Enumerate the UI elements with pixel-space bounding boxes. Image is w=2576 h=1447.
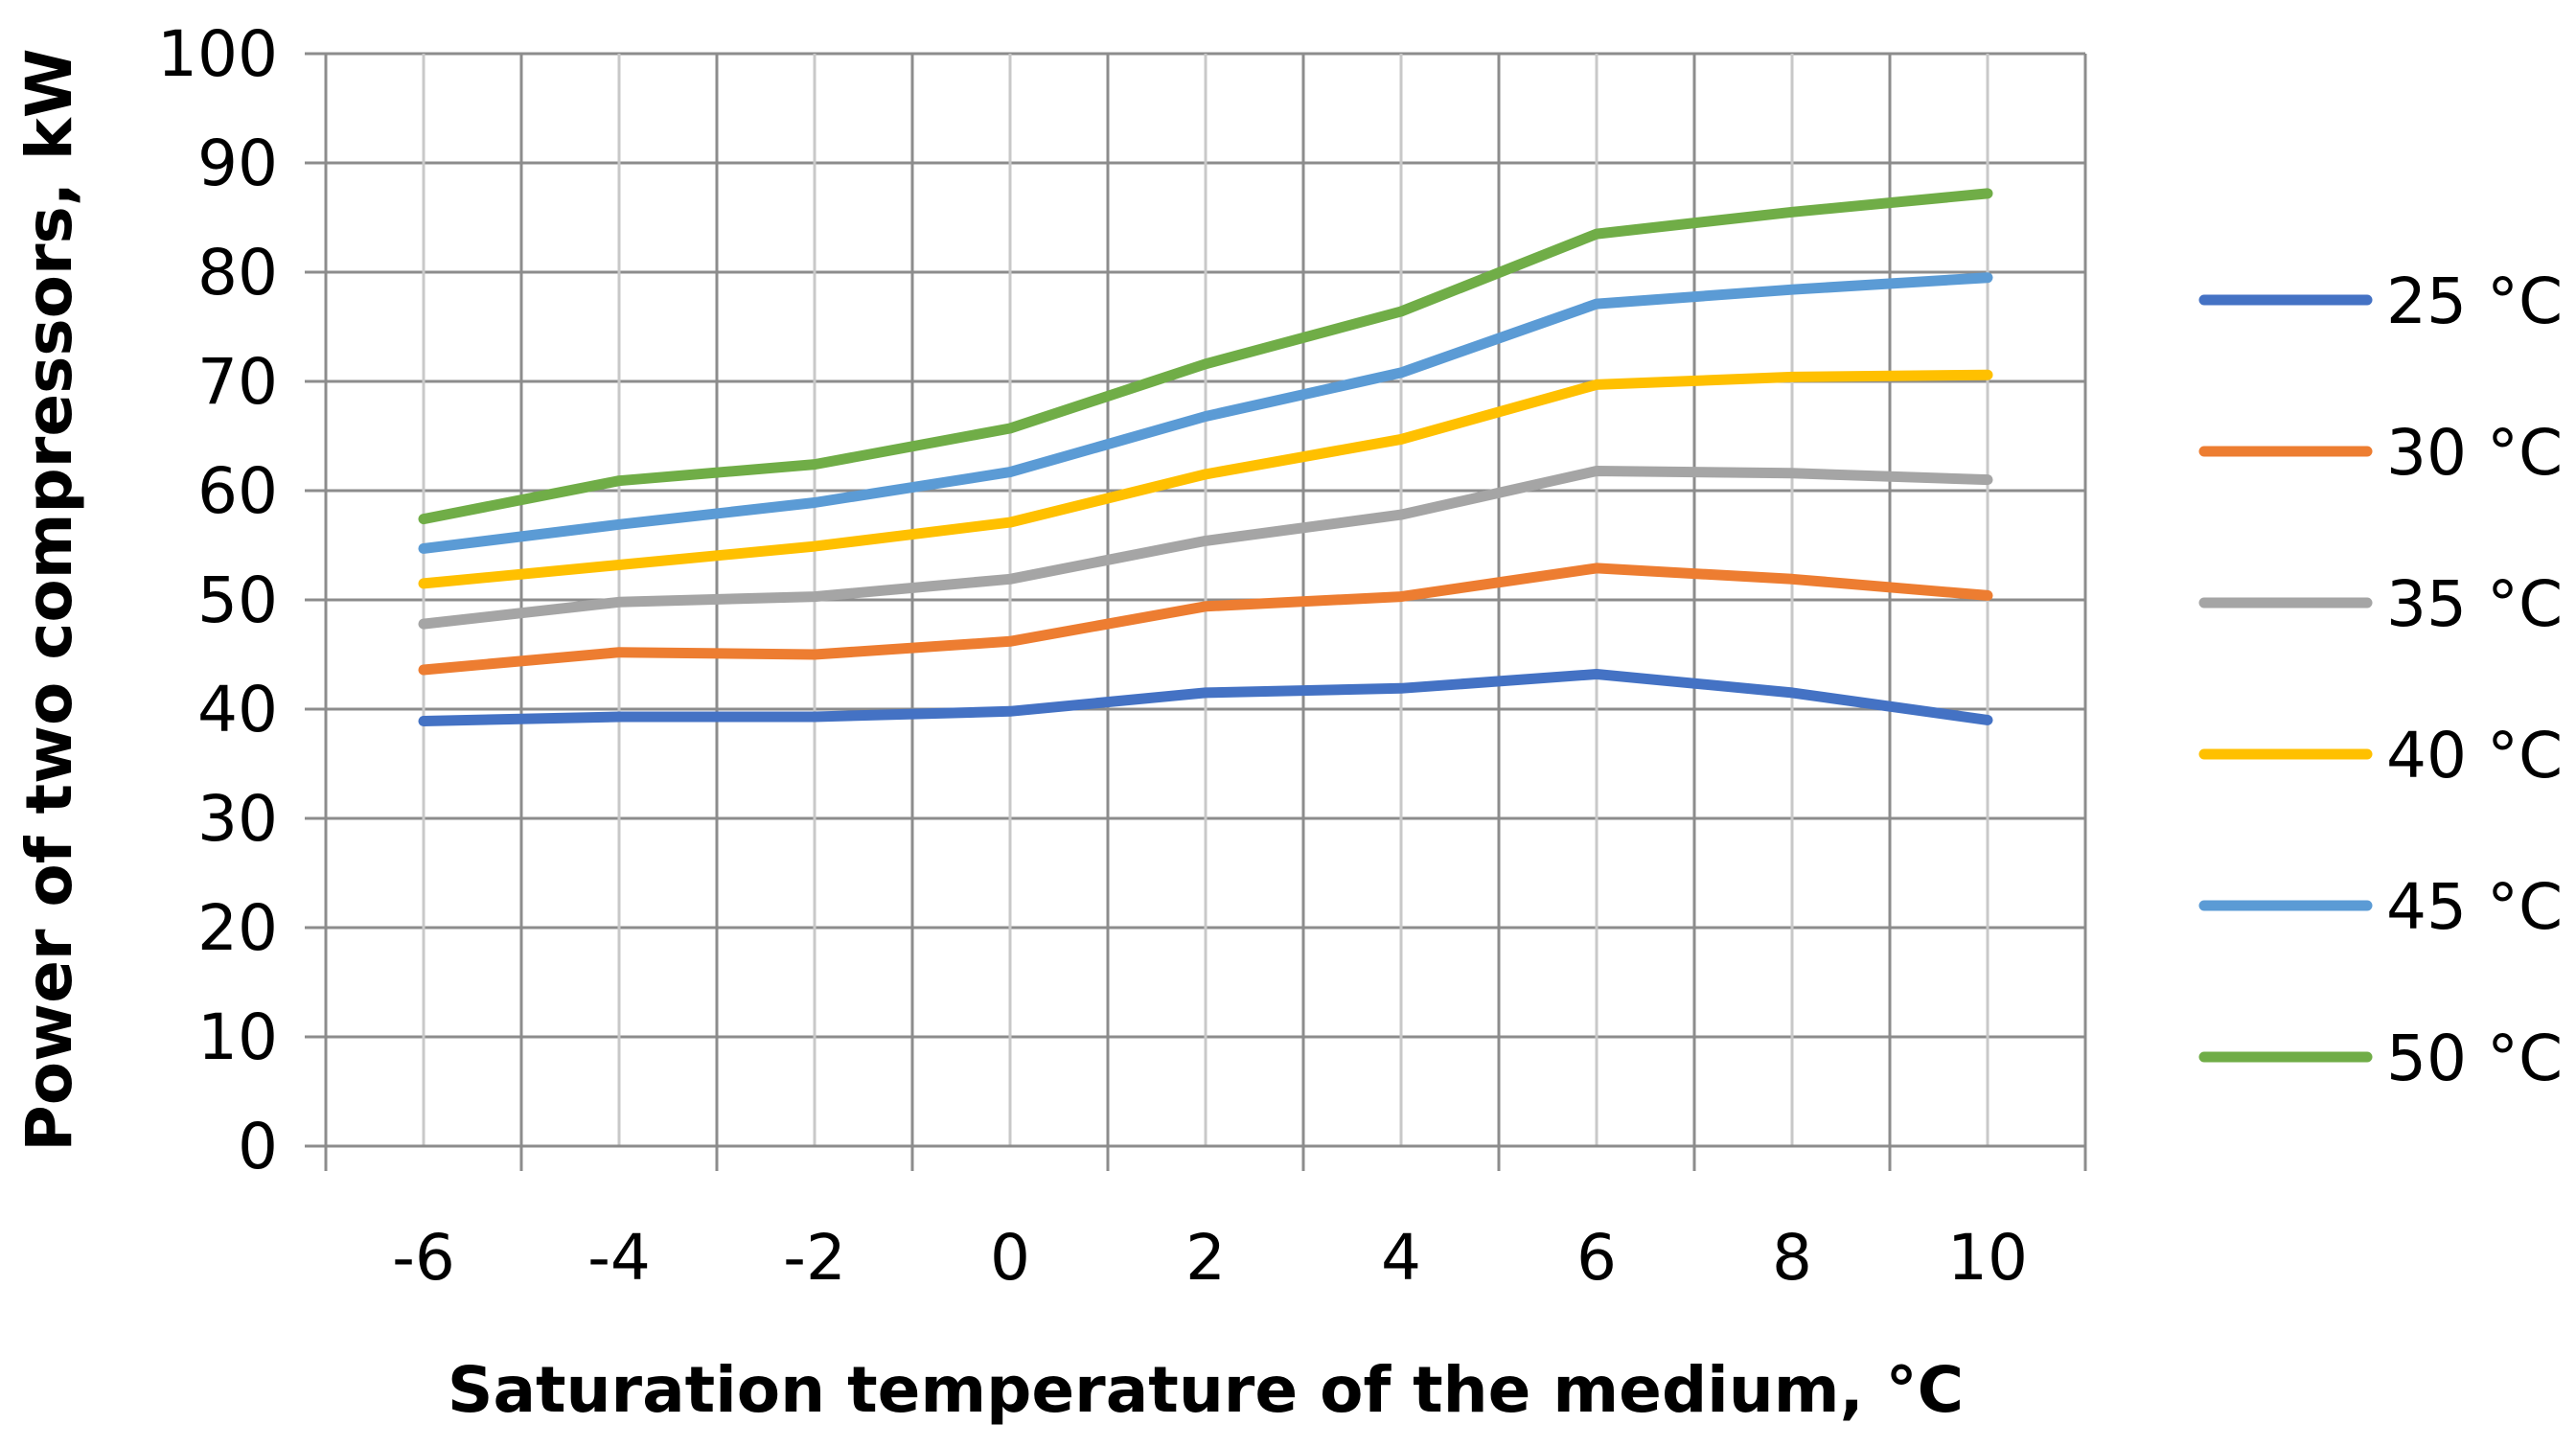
series-line-5: [418, 272, 1993, 554]
x-tick-label: 6: [1576, 1221, 1617, 1295]
y-tick-label: 60: [197, 454, 278, 528]
x-tick-label: -4: [587, 1221, 651, 1295]
legend-label-6: 50 °C: [2386, 1022, 2563, 1095]
x-tick-label: 0: [990, 1221, 1030, 1295]
series-line-3: [418, 466, 1993, 630]
x-tick-label: 2: [1185, 1221, 1226, 1295]
y-tick-label: 40: [197, 673, 278, 746]
legend-label-5: 45 °C: [2386, 870, 2563, 944]
series-line-2: [418, 563, 1993, 676]
series-line-1: [418, 669, 1993, 726]
y-axis-title: Power of two compressors, kW: [12, 48, 86, 1151]
y-tick-label: 30: [197, 782, 278, 856]
y-tick-label: 20: [197, 891, 278, 965]
x-tick-label: 4: [1381, 1221, 1421, 1295]
legend-label-3: 35 °C: [2386, 567, 2563, 641]
y-tick-label: 90: [197, 126, 278, 200]
y-tick-label: 0: [238, 1110, 278, 1183]
x-tick-label: -6: [392, 1221, 455, 1295]
x-axis-title: Saturation temperature of the medium, °C: [448, 1353, 1964, 1427]
y-tick-label: 10: [197, 1000, 278, 1074]
legend-label-4: 40 °C: [2386, 719, 2563, 792]
series-line-6: [418, 188, 1993, 525]
y-tick-label: 100: [157, 17, 278, 91]
x-tick-label: 10: [1947, 1221, 2028, 1295]
y-tick-label: 50: [197, 563, 278, 637]
x-tick-label: 8: [1772, 1221, 1812, 1295]
legend-label-1: 25 °C: [2386, 264, 2563, 338]
x-tick-label: -2: [783, 1221, 846, 1295]
y-tick-label: 70: [197, 345, 278, 419]
legend-label-2: 30 °C: [2386, 416, 2563, 490]
series-line-4: [418, 369, 1993, 589]
y-tick-label: 80: [197, 236, 278, 310]
